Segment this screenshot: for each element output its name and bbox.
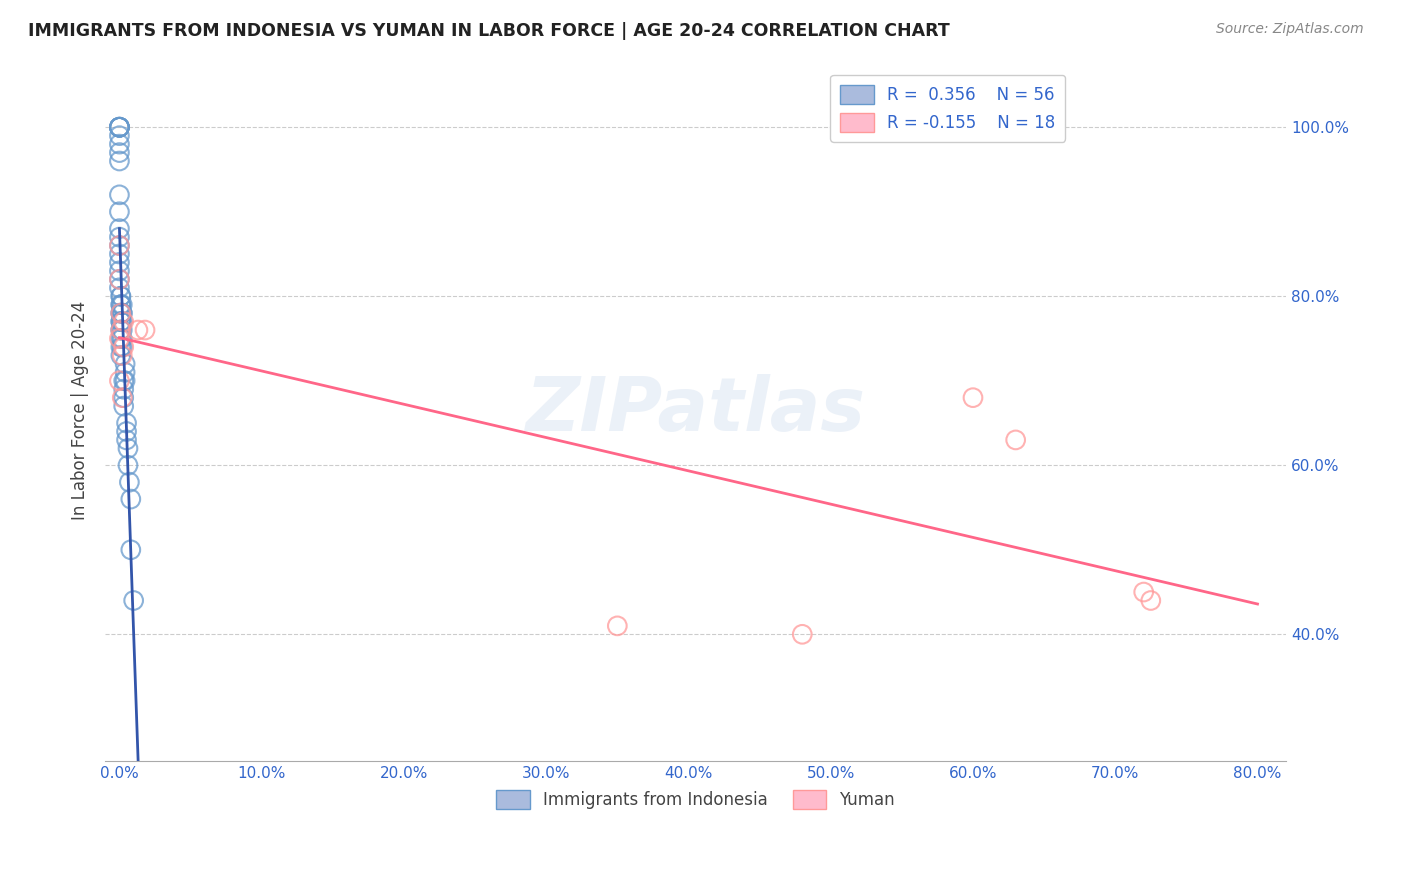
Point [108, 230, 131, 244]
Point [110, 331, 132, 345]
Point [108, 120, 131, 135]
Point [111, 323, 134, 337]
Point [114, 374, 136, 388]
Point [108, 120, 131, 135]
Point [108, 374, 131, 388]
Point [108, 247, 131, 261]
Point [120, 542, 142, 557]
Point [110, 298, 132, 312]
Point [115, 433, 138, 447]
Point [108, 272, 131, 286]
Point [111, 391, 134, 405]
Point [108, 238, 131, 252]
Point [111, 348, 134, 362]
Point [108, 255, 131, 269]
Point [111, 306, 134, 320]
Point [122, 593, 145, 607]
Point [110, 298, 132, 312]
Point [112, 399, 135, 413]
Point [112, 382, 135, 396]
Point [115, 425, 138, 439]
Point [112, 374, 135, 388]
Y-axis label: In Labor Force | Age 20-24: In Labor Force | Age 20-24 [72, 301, 89, 520]
Point [111, 298, 134, 312]
Point [108, 120, 131, 135]
Point [606, 619, 628, 633]
Point [108, 281, 131, 295]
Point [108, 137, 131, 152]
Text: ZIPatlas: ZIPatlas [526, 374, 866, 447]
Point [108, 221, 131, 235]
Point [117, 458, 139, 473]
Point [110, 340, 132, 354]
Point [110, 306, 132, 320]
Point [110, 289, 132, 303]
Text: Source: ZipAtlas.com: Source: ZipAtlas.com [1216, 22, 1364, 37]
Point [111, 340, 134, 354]
Point [108, 120, 131, 135]
Point [962, 391, 984, 405]
Point [1132, 585, 1154, 599]
Point [120, 492, 142, 507]
Point [110, 323, 132, 337]
Point [118, 475, 141, 490]
Point [111, 315, 134, 329]
Point [1140, 593, 1163, 607]
Point [114, 365, 136, 379]
Point [108, 238, 131, 252]
Point [108, 120, 131, 135]
Point [134, 323, 156, 337]
Point [1004, 433, 1026, 447]
Point [108, 120, 131, 135]
Point [108, 331, 131, 345]
Point [108, 204, 131, 219]
Point [111, 331, 134, 345]
Point [108, 154, 131, 169]
Point [110, 315, 132, 329]
Point [112, 315, 135, 329]
Point [110, 315, 132, 329]
Point [108, 145, 131, 160]
Point [110, 323, 132, 337]
Point [110, 348, 132, 362]
Point [110, 306, 132, 320]
Point [108, 128, 131, 143]
Point [112, 340, 135, 354]
Point [112, 391, 135, 405]
Text: IMMIGRANTS FROM INDONESIA VS YUMAN IN LABOR FORCE | AGE 20-24 CORRELATION CHART: IMMIGRANTS FROM INDONESIA VS YUMAN IN LA… [28, 22, 950, 40]
Point [108, 187, 131, 202]
Point [114, 357, 136, 371]
Point [110, 306, 132, 320]
Point [108, 272, 131, 286]
Point [111, 306, 134, 320]
Point [792, 627, 814, 641]
Point [117, 442, 139, 456]
Point [110, 289, 132, 303]
Point [108, 264, 131, 278]
Point [127, 323, 149, 337]
Point [110, 323, 132, 337]
Point [115, 416, 138, 430]
Legend: Immigrants from Indonesia, Yuman: Immigrants from Indonesia, Yuman [489, 783, 901, 816]
